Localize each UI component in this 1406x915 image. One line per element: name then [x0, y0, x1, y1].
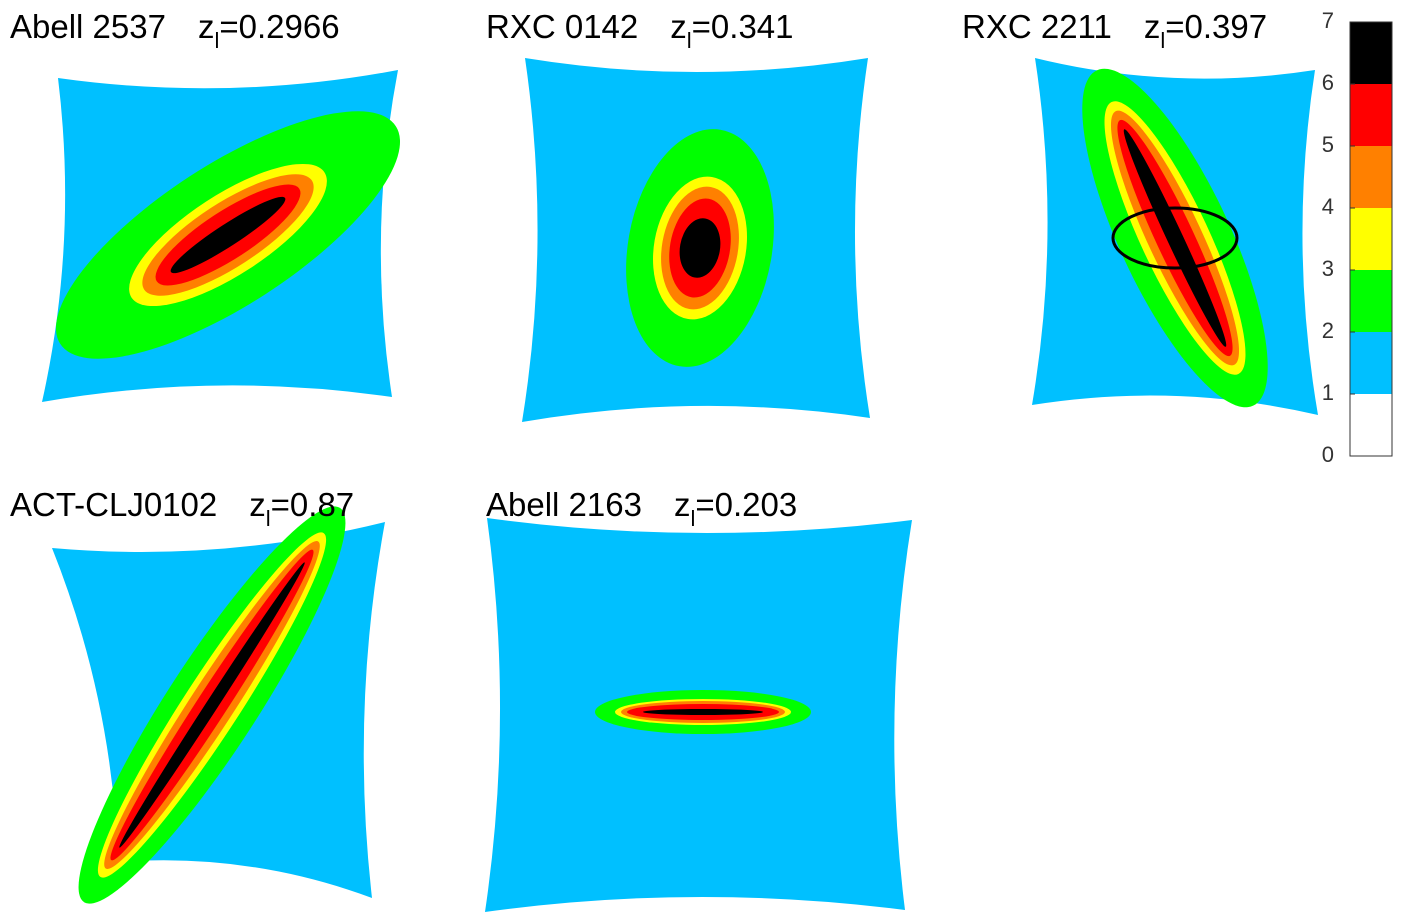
- cluster-name: RXC 2211: [962, 8, 1112, 45]
- colorbar-segment: [1350, 146, 1392, 208]
- magnification-map: [626, 129, 774, 367]
- redshift-symbol: z: [674, 486, 691, 523]
- colorbar-frame: [1349, 21, 1393, 457]
- redshift-value: =0.2966: [219, 8, 339, 45]
- colorbar: 0 1 2 3 4 5 6 7: [1322, 8, 1393, 467]
- redshift-value: =0.341: [692, 8, 794, 45]
- lens-panel: RXC 2211 zl=0.397: [962, 8, 1318, 415]
- magnification-map: [595, 690, 811, 734]
- magnification-map: [78, 506, 346, 904]
- magnification-map: [55, 111, 401, 359]
- cluster-name: Abell 2537: [10, 8, 166, 45]
- redshift-subscript: l: [1160, 28, 1165, 53]
- magnification-map: [1082, 68, 1268, 408]
- magnification-contour: [119, 562, 305, 848]
- magnification-contour: [679, 218, 721, 278]
- magnification-contour: [170, 196, 286, 274]
- panel-title: ACT-CLJ0102 zl=0.87: [10, 486, 354, 531]
- colorbar-segment: [1350, 270, 1392, 332]
- lens-panel: Abell 2537 zl=0.2966: [10, 8, 401, 402]
- panel-title: RXC 2211 zl=0.397: [962, 8, 1267, 53]
- colorbar-tick-label: 1: [1322, 380, 1334, 405]
- colorbar-tick-label: 4: [1322, 194, 1334, 219]
- redshift-symbol: z: [670, 8, 687, 45]
- redshift-value: =0.397: [1165, 8, 1267, 45]
- colorbar-segment: [1350, 208, 1392, 270]
- redshift-symbol: z: [249, 486, 266, 523]
- redshift-value: =0.203: [695, 486, 797, 523]
- cluster-name: ACT-CLJ0102: [10, 486, 217, 523]
- redshift-subscript: l: [214, 28, 219, 53]
- lens-panel: RXC 0142 zl=0.341: [486, 8, 870, 422]
- redshift-symbol: z: [198, 8, 215, 45]
- redshift-subscript: l: [690, 506, 695, 531]
- colorbar-tick-label: 5: [1322, 132, 1334, 157]
- redshift-subscript: l: [266, 506, 271, 531]
- redshift-symbol: z: [1144, 8, 1161, 45]
- cluster-name: RXC 0142: [486, 8, 638, 45]
- colorbar-tick-label: 7: [1322, 8, 1334, 33]
- colorbar-segment: [1350, 394, 1392, 456]
- magnification-contour: [1123, 129, 1227, 347]
- colorbar-tick-label: 6: [1322, 70, 1334, 95]
- colorbar-segment: [1350, 84, 1392, 146]
- panel-title: RXC 0142 zl=0.341: [486, 8, 794, 53]
- panel-title: Abell 2537 zl=0.2966: [10, 8, 340, 53]
- colorbar-segment: [1350, 22, 1392, 84]
- redshift-value: =0.87: [271, 486, 355, 523]
- colorbar-tick-label: 0: [1322, 442, 1334, 467]
- lens-panel: ACT-CLJ0102 zl=0.87: [10, 486, 385, 904]
- colorbar-tick-label: 2: [1322, 318, 1334, 343]
- cluster-name: Abell 2163: [486, 486, 642, 523]
- redshift-subscript: l: [687, 28, 692, 53]
- magnification-contour: [643, 709, 763, 715]
- panel-title: Abell 2163 zl=0.203: [486, 486, 797, 531]
- lens-panel: Abell 2163 zl=0.203: [485, 486, 912, 912]
- caustic-ring: [1111, 206, 1239, 270]
- colorbar-segment: [1350, 332, 1392, 394]
- colorbar-tick-label: 3: [1322, 256, 1334, 281]
